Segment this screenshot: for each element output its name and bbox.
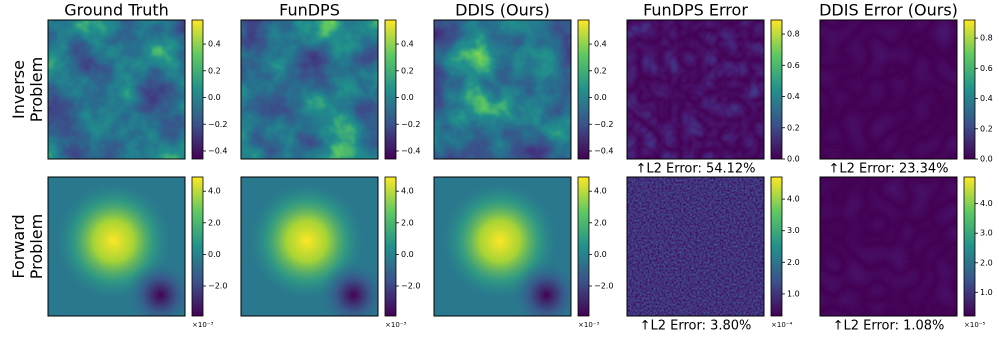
heatmap-trough bbox=[241, 177, 378, 316]
heatmap bbox=[241, 20, 378, 159]
heatmap bbox=[820, 20, 957, 159]
colorbar-tick-label: 0.2 bbox=[980, 124, 993, 133]
heatmap bbox=[627, 20, 764, 159]
colorbar-tick-label: −2.0 bbox=[401, 281, 420, 290]
colorbar-tick-label: −0.4 bbox=[208, 146, 227, 155]
panel-frame bbox=[240, 176, 379, 317]
colorbar bbox=[191, 19, 204, 160]
panel-frame bbox=[819, 19, 958, 160]
colorbar-tick-label: 0.2 bbox=[594, 66, 607, 75]
colorbar-tick-label: 4.0 bbox=[594, 187, 607, 196]
colorbar-tick-label: 1.0 bbox=[787, 289, 800, 298]
colorbar-offset: ×10⁻⁴ bbox=[771, 321, 792, 329]
colorbar-tick-label: 0.2 bbox=[208, 66, 221, 75]
colorbar-tick-label: 0.0 bbox=[401, 250, 414, 259]
panel-frame bbox=[819, 176, 958, 317]
colorbar-tick-label: 0.2 bbox=[401, 66, 414, 75]
colorbar-tick-label: −2.0 bbox=[208, 281, 227, 290]
column-title: Ground Truth bbox=[64, 1, 169, 20]
error-label: ↑L2 Error: 3.80% bbox=[640, 319, 752, 334]
colorbar-tick-label: 2.0 bbox=[401, 218, 414, 227]
colorbar-tick-label: −0.2 bbox=[594, 120, 613, 129]
heatmap-trough bbox=[48, 177, 185, 316]
colorbar-tick-label: 3.0 bbox=[980, 229, 993, 238]
panel-frame bbox=[47, 19, 186, 160]
panel-frame bbox=[47, 176, 186, 317]
colorbar bbox=[963, 176, 976, 317]
heatmap-trough bbox=[434, 177, 571, 316]
colorbar-tick-label: 3.0 bbox=[787, 226, 800, 235]
colorbar-tick-label: 2.0 bbox=[208, 218, 221, 227]
colorbar-tick-label: −0.4 bbox=[401, 146, 420, 155]
colorbar bbox=[770, 19, 783, 160]
colorbar-offset: ×10⁻³ bbox=[578, 321, 599, 329]
colorbar-tick-label: 0.4 bbox=[787, 92, 800, 101]
colorbar-tick-label: 0.6 bbox=[787, 61, 800, 70]
heatmap bbox=[48, 20, 185, 159]
error-label: ↑L2 Error: 23.34% bbox=[828, 162, 948, 177]
colorbar-tick-label: 0.4 bbox=[594, 40, 607, 49]
colorbar-tick-label: 4.0 bbox=[787, 195, 800, 204]
colorbar-tick-label: 0.4 bbox=[401, 40, 414, 49]
colorbar-tick-label: 0.4 bbox=[208, 40, 221, 49]
colorbar-tick-label: 0.0 bbox=[594, 250, 607, 259]
panel-frame bbox=[626, 176, 765, 317]
colorbar-tick-label: 0.0 bbox=[401, 93, 414, 102]
panel-frame bbox=[433, 176, 572, 317]
colorbar bbox=[384, 19, 397, 160]
colorbar-tick-label: 0.2 bbox=[787, 123, 800, 132]
colorbar-tick-label: 0.8 bbox=[787, 30, 800, 39]
heatmap bbox=[434, 20, 571, 159]
colorbar-tick-label: 0.0 bbox=[787, 155, 800, 164]
colorbar-offset: ×10⁻⁵ bbox=[964, 321, 985, 329]
colorbar-tick-label: −2.0 bbox=[594, 281, 613, 290]
colorbar-tick-label: 0.0 bbox=[594, 93, 607, 102]
heatmap bbox=[820, 177, 957, 316]
colorbar-tick-label: 4.0 bbox=[401, 187, 414, 196]
colorbar bbox=[963, 19, 976, 160]
colorbar-tick-label: 0.0 bbox=[980, 155, 993, 164]
colorbar bbox=[384, 176, 397, 317]
colorbar-tick-label: −0.2 bbox=[208, 120, 227, 129]
colorbar-tick-label: 0.0 bbox=[208, 93, 221, 102]
colorbar-tick-label: 4.0 bbox=[208, 187, 221, 196]
colorbar-tick-label: 1.0 bbox=[980, 288, 993, 297]
error-label: ↑L2 Error: 1.08% bbox=[833, 319, 945, 334]
colorbar-tick-label: 0.0 bbox=[208, 250, 221, 259]
colorbar bbox=[577, 19, 590, 160]
heatmap bbox=[627, 177, 764, 316]
colorbar-offset: ×10⁻³ bbox=[192, 321, 213, 329]
panel-frame bbox=[626, 19, 765, 160]
colorbar-tick-label: 4.0 bbox=[980, 199, 993, 208]
column-title: FunDPS Error bbox=[643, 1, 748, 20]
colorbar bbox=[770, 176, 783, 317]
colorbar-tick-label: 2.0 bbox=[594, 218, 607, 227]
row-label: ForwardProblem bbox=[9, 214, 46, 279]
colorbar bbox=[191, 176, 204, 317]
column-title: DDIS Error (Ours) bbox=[819, 1, 958, 20]
panel-frame bbox=[433, 19, 572, 160]
colorbar-tick-label: −0.2 bbox=[401, 120, 420, 129]
colorbar-tick-label: −0.4 bbox=[594, 146, 613, 155]
colorbar-offset: ×10⁻³ bbox=[385, 321, 406, 329]
panel-frame bbox=[240, 19, 379, 160]
colorbar-tick-label: 2.0 bbox=[787, 258, 800, 267]
colorbar-tick-label: 0.4 bbox=[980, 94, 993, 103]
column-title: FunDPS bbox=[279, 1, 340, 20]
column-title: DDIS (Ours) bbox=[455, 1, 550, 20]
colorbar-tick-label: 2.0 bbox=[980, 258, 993, 267]
error-label: ↑L2 Error: 54.12% bbox=[635, 162, 755, 177]
colorbar-tick-label: 0.6 bbox=[980, 64, 993, 73]
colorbar bbox=[577, 176, 590, 317]
colorbar-tick-label: 0.8 bbox=[980, 34, 993, 43]
row-label: InverseProblem bbox=[9, 57, 46, 122]
